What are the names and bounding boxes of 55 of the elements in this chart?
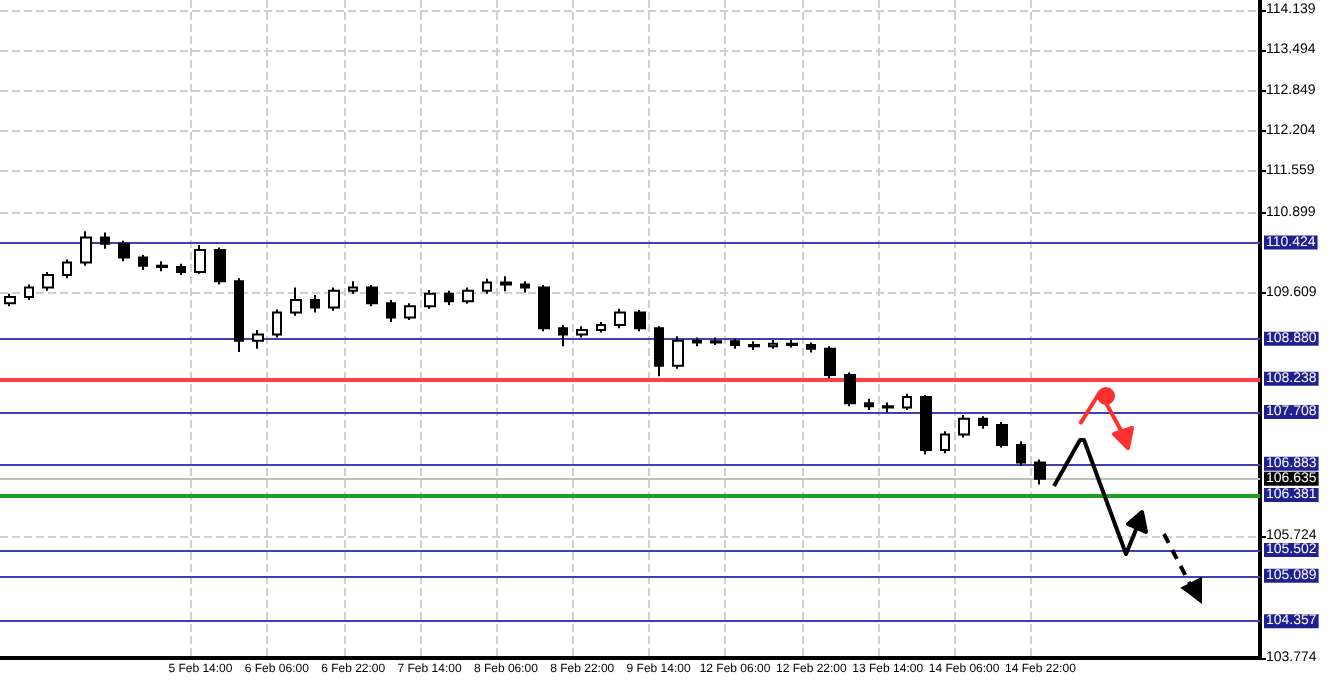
candlestick bbox=[520, 280, 530, 294]
candlestick bbox=[310, 294, 320, 314]
candlestick bbox=[596, 320, 606, 334]
candlestick bbox=[614, 307, 626, 330]
candlestick bbox=[748, 340, 760, 352]
candlestick bbox=[576, 325, 588, 339]
candlestick bbox=[940, 430, 950, 455]
candlestick bbox=[1016, 440, 1026, 467]
candlestick bbox=[1034, 458, 1046, 486]
candlestick bbox=[500, 275, 512, 293]
candlestick bbox=[538, 284, 550, 333]
candlestick bbox=[672, 335, 684, 370]
candlestick bbox=[156, 260, 168, 273]
candlestick bbox=[920, 394, 932, 456]
candlestick bbox=[978, 415, 988, 430]
candlestick bbox=[424, 289, 436, 310]
candlestick bbox=[882, 401, 894, 414]
candlestick bbox=[404, 302, 416, 322]
candlestick bbox=[730, 337, 740, 350]
candlestick bbox=[234, 277, 244, 353]
candlestick bbox=[328, 286, 340, 312]
candlestick bbox=[272, 308, 282, 339]
candlestick bbox=[62, 258, 72, 280]
candlestick bbox=[958, 414, 970, 439]
candlestick bbox=[902, 392, 912, 412]
candlestick bbox=[786, 339, 798, 349]
candlestick bbox=[462, 286, 474, 305]
candlestick bbox=[290, 286, 302, 317]
candlestick bbox=[194, 244, 206, 275]
candlestick bbox=[710, 336, 722, 347]
candlestick bbox=[118, 239, 130, 263]
candlestick bbox=[996, 420, 1008, 449]
candlestick bbox=[654, 325, 664, 378]
candlestick bbox=[634, 309, 646, 333]
candlestick bbox=[80, 230, 92, 267]
candlestick bbox=[176, 262, 186, 277]
candlestick bbox=[864, 397, 874, 412]
candlestick bbox=[24, 283, 34, 302]
candlestick bbox=[42, 270, 54, 292]
candlestick bbox=[692, 336, 702, 348]
candlestick bbox=[444, 289, 454, 307]
candlestick bbox=[768, 339, 778, 350]
candlestick bbox=[4, 292, 16, 308]
candlestick bbox=[558, 324, 568, 348]
candlestick bbox=[100, 231, 110, 250]
candlestick bbox=[366, 284, 378, 308]
candlestick bbox=[824, 345, 836, 380]
candlestick bbox=[348, 280, 358, 295]
candlestick bbox=[482, 277, 492, 295]
candlestick bbox=[214, 246, 226, 286]
candlestick bbox=[386, 299, 396, 323]
candlestick bbox=[252, 329, 264, 350]
candlestick bbox=[806, 341, 816, 354]
candlestick bbox=[844, 371, 856, 408]
candlestick bbox=[138, 254, 148, 272]
